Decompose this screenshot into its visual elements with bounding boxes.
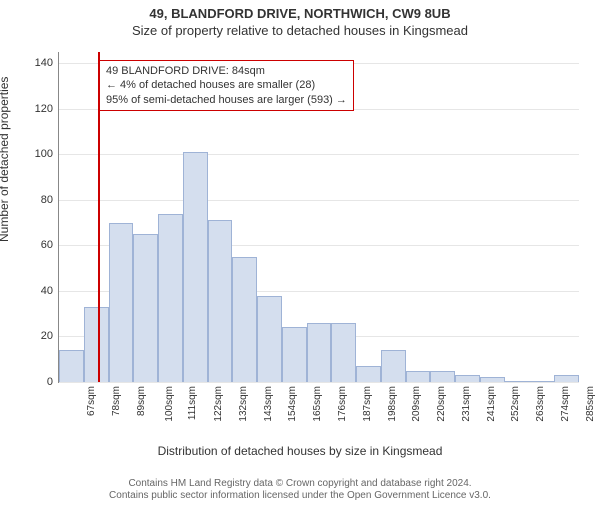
y-axis-label: Number of detached properties — [0, 77, 11, 242]
histogram-bar — [331, 323, 356, 382]
footer-line2: Contains public sector information licen… — [0, 490, 600, 502]
chart-title-desc: Size of property relative to detached ho… — [0, 23, 600, 38]
y-tick-label: 140 — [35, 57, 59, 69]
x-tick-label: 231sqm — [461, 386, 472, 422]
plot-area: 02040608010012014067sqm78sqm89sqm100sqm1… — [58, 52, 579, 383]
x-tick-label: 209sqm — [411, 386, 422, 422]
chart-title-address: 49, BLANDFORD DRIVE, NORTHWICH, CW9 8UB — [0, 6, 600, 21]
histogram-bar — [133, 234, 158, 382]
histogram-bar — [381, 350, 406, 382]
x-tick-label: 89sqm — [136, 386, 147, 416]
histogram-bar — [109, 223, 134, 382]
annotation-line: ← 4% of detached houses are smaller (28) — [106, 78, 347, 92]
y-tick-label: 0 — [47, 376, 59, 388]
y-tick-label: 100 — [35, 148, 59, 160]
y-tick-label: 60 — [41, 239, 59, 251]
x-tick-label: 100sqm — [163, 386, 174, 422]
gridline — [59, 382, 579, 383]
annotation-line: 95% of semi-detached houses are larger (… — [106, 93, 347, 107]
gridline — [59, 200, 579, 201]
x-tick-label: 143sqm — [262, 386, 273, 422]
x-tick-label: 241sqm — [485, 386, 496, 422]
histogram-bar — [232, 257, 257, 382]
histogram-bar — [158, 214, 183, 382]
annotation-box: 49 BLANDFORD DRIVE: 84sqm← 4% of detache… — [99, 60, 354, 111]
histogram-bar — [208, 220, 233, 382]
footer-line1: Contains HM Land Registry data © Crown c… — [0, 478, 600, 490]
chart-container: Number of detached properties 0204060801… — [0, 42, 600, 442]
histogram-bar — [455, 375, 480, 382]
y-tick-label: 20 — [41, 330, 59, 342]
x-tick-label: 122sqm — [213, 386, 224, 422]
histogram-bar — [430, 371, 455, 382]
histogram-bar — [505, 381, 530, 382]
histogram-bar — [529, 381, 554, 382]
x-tick-label: 263sqm — [535, 386, 546, 422]
histogram-bar — [307, 323, 332, 382]
x-tick-label: 176sqm — [337, 386, 348, 422]
x-tick-label: 78sqm — [111, 386, 122, 416]
x-tick-label: 165sqm — [312, 386, 323, 422]
histogram-bar — [59, 350, 84, 382]
histogram-bar — [356, 366, 381, 382]
x-tick-label: 154sqm — [287, 386, 298, 422]
histogram-bar — [406, 371, 431, 382]
footer-attribution: Contains HM Land Registry data © Crown c… — [0, 478, 600, 502]
x-tick-label: 132sqm — [238, 386, 249, 422]
histogram-bar — [257, 296, 282, 382]
x-tick-label: 274sqm — [560, 386, 571, 422]
x-tick-label: 198sqm — [386, 386, 397, 422]
x-tick-label: 252sqm — [510, 386, 521, 422]
histogram-bar — [183, 152, 208, 382]
x-tick-label: 67sqm — [86, 386, 97, 416]
x-tick-label: 187sqm — [362, 386, 373, 422]
x-axis-label: Distribution of detached houses by size … — [0, 444, 600, 458]
annotation-line: 49 BLANDFORD DRIVE: 84sqm — [106, 64, 347, 78]
y-tick-label: 40 — [41, 285, 59, 297]
x-tick-label: 285sqm — [584, 386, 595, 422]
x-tick-label: 220sqm — [436, 386, 447, 422]
histogram-bar — [84, 307, 109, 382]
y-tick-label: 120 — [35, 103, 59, 115]
y-tick-label: 80 — [41, 194, 59, 206]
histogram-bar — [282, 327, 307, 382]
gridline — [59, 154, 579, 155]
histogram-bar — [554, 375, 579, 382]
histogram-bar — [480, 377, 505, 382]
x-tick-label: 111sqm — [187, 386, 198, 420]
